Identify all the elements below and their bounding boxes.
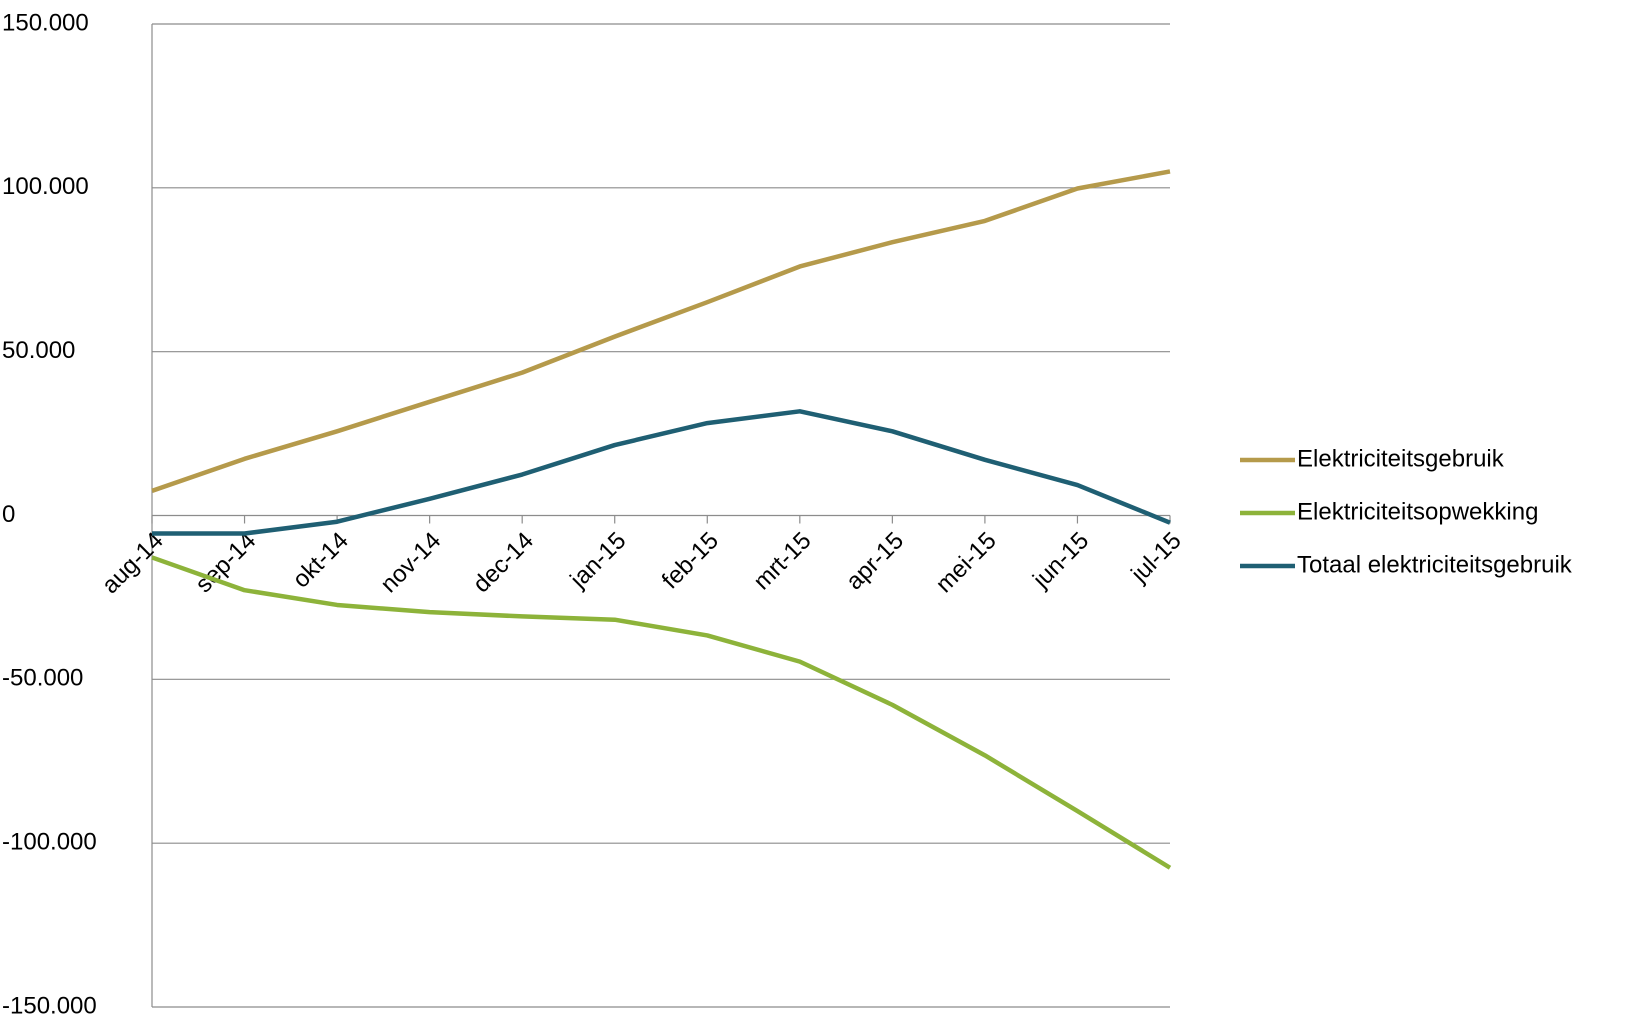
- x-tick-label: apr-15: [841, 527, 909, 595]
- x-tick-label: jan-15: [564, 527, 631, 594]
- y-tick-label: 50.000: [2, 337, 75, 364]
- x-tick-label: feb-15: [657, 527, 724, 594]
- legend-label: Totaal elektriciteitsgebruik: [1297, 551, 1573, 578]
- legend-label: Elektriciteitsgebruik: [1297, 445, 1505, 472]
- x-tick-label: jun-15: [1027, 527, 1094, 594]
- y-tick-label: 150.000: [2, 9, 89, 36]
- x-tick-label: okt-14: [288, 527, 354, 593]
- y-tick-label: -150.000: [2, 992, 97, 1019]
- x-tick-label: nov-14: [375, 527, 446, 598]
- x-tick-label: jul-15: [1125, 527, 1186, 588]
- y-tick-label: 0: [2, 501, 15, 528]
- x-tick-label: dec-14: [468, 527, 539, 598]
- x-tick-label: aug-14: [97, 527, 169, 599]
- chart: -150.000 -100.000 -50.000 0 50.000 100.000 150…: [0, 0, 1648, 1019]
- x-tick-label: mei-15: [931, 527, 1002, 598]
- legend-label: Elektriciteitsopwekking: [1297, 498, 1538, 525]
- line-series: [152, 557, 1170, 867]
- x-tick-label: sep-14: [190, 527, 261, 598]
- y-tick-label: -50.000: [2, 665, 83, 692]
- y-tick-label: 100.000: [2, 173, 89, 200]
- line-series: [152, 171, 1170, 490]
- x-tick-label: mrt-15: [748, 527, 816, 595]
- y-tick-label: -100.000: [2, 829, 97, 856]
